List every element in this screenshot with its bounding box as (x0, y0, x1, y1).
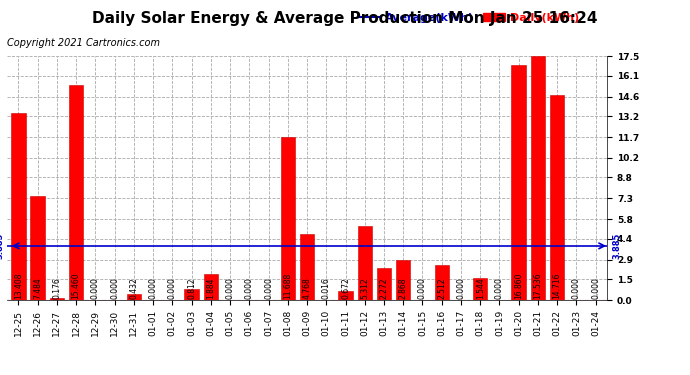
Bar (69, 85, 83, 300)
Text: 2.868: 2.868 (399, 278, 408, 299)
Text: 16.860: 16.860 (514, 272, 523, 299)
Text: 0.672: 0.672 (341, 277, 350, 299)
Text: 0.000: 0.000 (418, 277, 427, 299)
Text: 0.000: 0.000 (245, 277, 254, 299)
Text: 0.000: 0.000 (148, 277, 157, 299)
Text: 0.000: 0.000 (91, 277, 100, 299)
Text: 7.484: 7.484 (33, 277, 42, 299)
Bar (377, 268, 391, 300)
Text: 17.536: 17.536 (533, 272, 542, 299)
Bar (204, 274, 218, 300)
Text: 13.408: 13.408 (14, 272, 23, 299)
Text: 1.884: 1.884 (206, 278, 215, 299)
Bar (511, 65, 526, 300)
Bar (11, 113, 26, 300)
Text: 2.272: 2.272 (380, 278, 388, 299)
Text: 0.000: 0.000 (226, 277, 235, 299)
Text: 0.000: 0.000 (168, 277, 177, 299)
Text: 0.432: 0.432 (130, 277, 139, 299)
Bar (184, 289, 199, 300)
Text: 0.000: 0.000 (110, 277, 119, 299)
Text: 5.312: 5.312 (360, 277, 369, 299)
Text: Copyright 2021 Cartronics.com: Copyright 2021 Cartronics.com (7, 38, 160, 48)
Text: 0.000: 0.000 (591, 277, 600, 299)
Bar (300, 234, 314, 300)
Bar (357, 226, 372, 300)
Text: 0.016: 0.016 (322, 277, 331, 299)
Text: 0.000: 0.000 (495, 277, 504, 299)
Text: 0.812: 0.812 (187, 278, 196, 299)
Legend: Average(kWh), Daily(kWh): Average(kWh), Daily(kWh) (354, 8, 584, 27)
Bar (281, 137, 295, 300)
Text: 2.512: 2.512 (437, 278, 446, 299)
Text: 0.176: 0.176 (52, 277, 61, 299)
Bar (127, 294, 141, 300)
Text: 15.460: 15.460 (72, 272, 81, 299)
Text: 14.716: 14.716 (553, 272, 562, 299)
Text: 0.000: 0.000 (264, 277, 273, 299)
Bar (531, 56, 545, 300)
Bar (50, 297, 64, 300)
Text: 1.544: 1.544 (475, 277, 484, 299)
Bar (338, 291, 353, 300)
Bar (473, 279, 487, 300)
Text: Daily Solar Energy & Average Production Mon Jan 25 16:24: Daily Solar Energy & Average Production … (92, 11, 598, 26)
Text: 0.000: 0.000 (457, 277, 466, 299)
Text: 3.885: 3.885 (613, 233, 622, 259)
Text: 11.688: 11.688 (284, 273, 293, 299)
Bar (435, 265, 449, 300)
Text: 4.768: 4.768 (302, 277, 312, 299)
Text: 3.885: 3.885 (0, 233, 5, 259)
Bar (396, 260, 411, 300)
Text: 0.000: 0.000 (572, 277, 581, 299)
Bar (550, 95, 564, 300)
Bar (30, 196, 45, 300)
